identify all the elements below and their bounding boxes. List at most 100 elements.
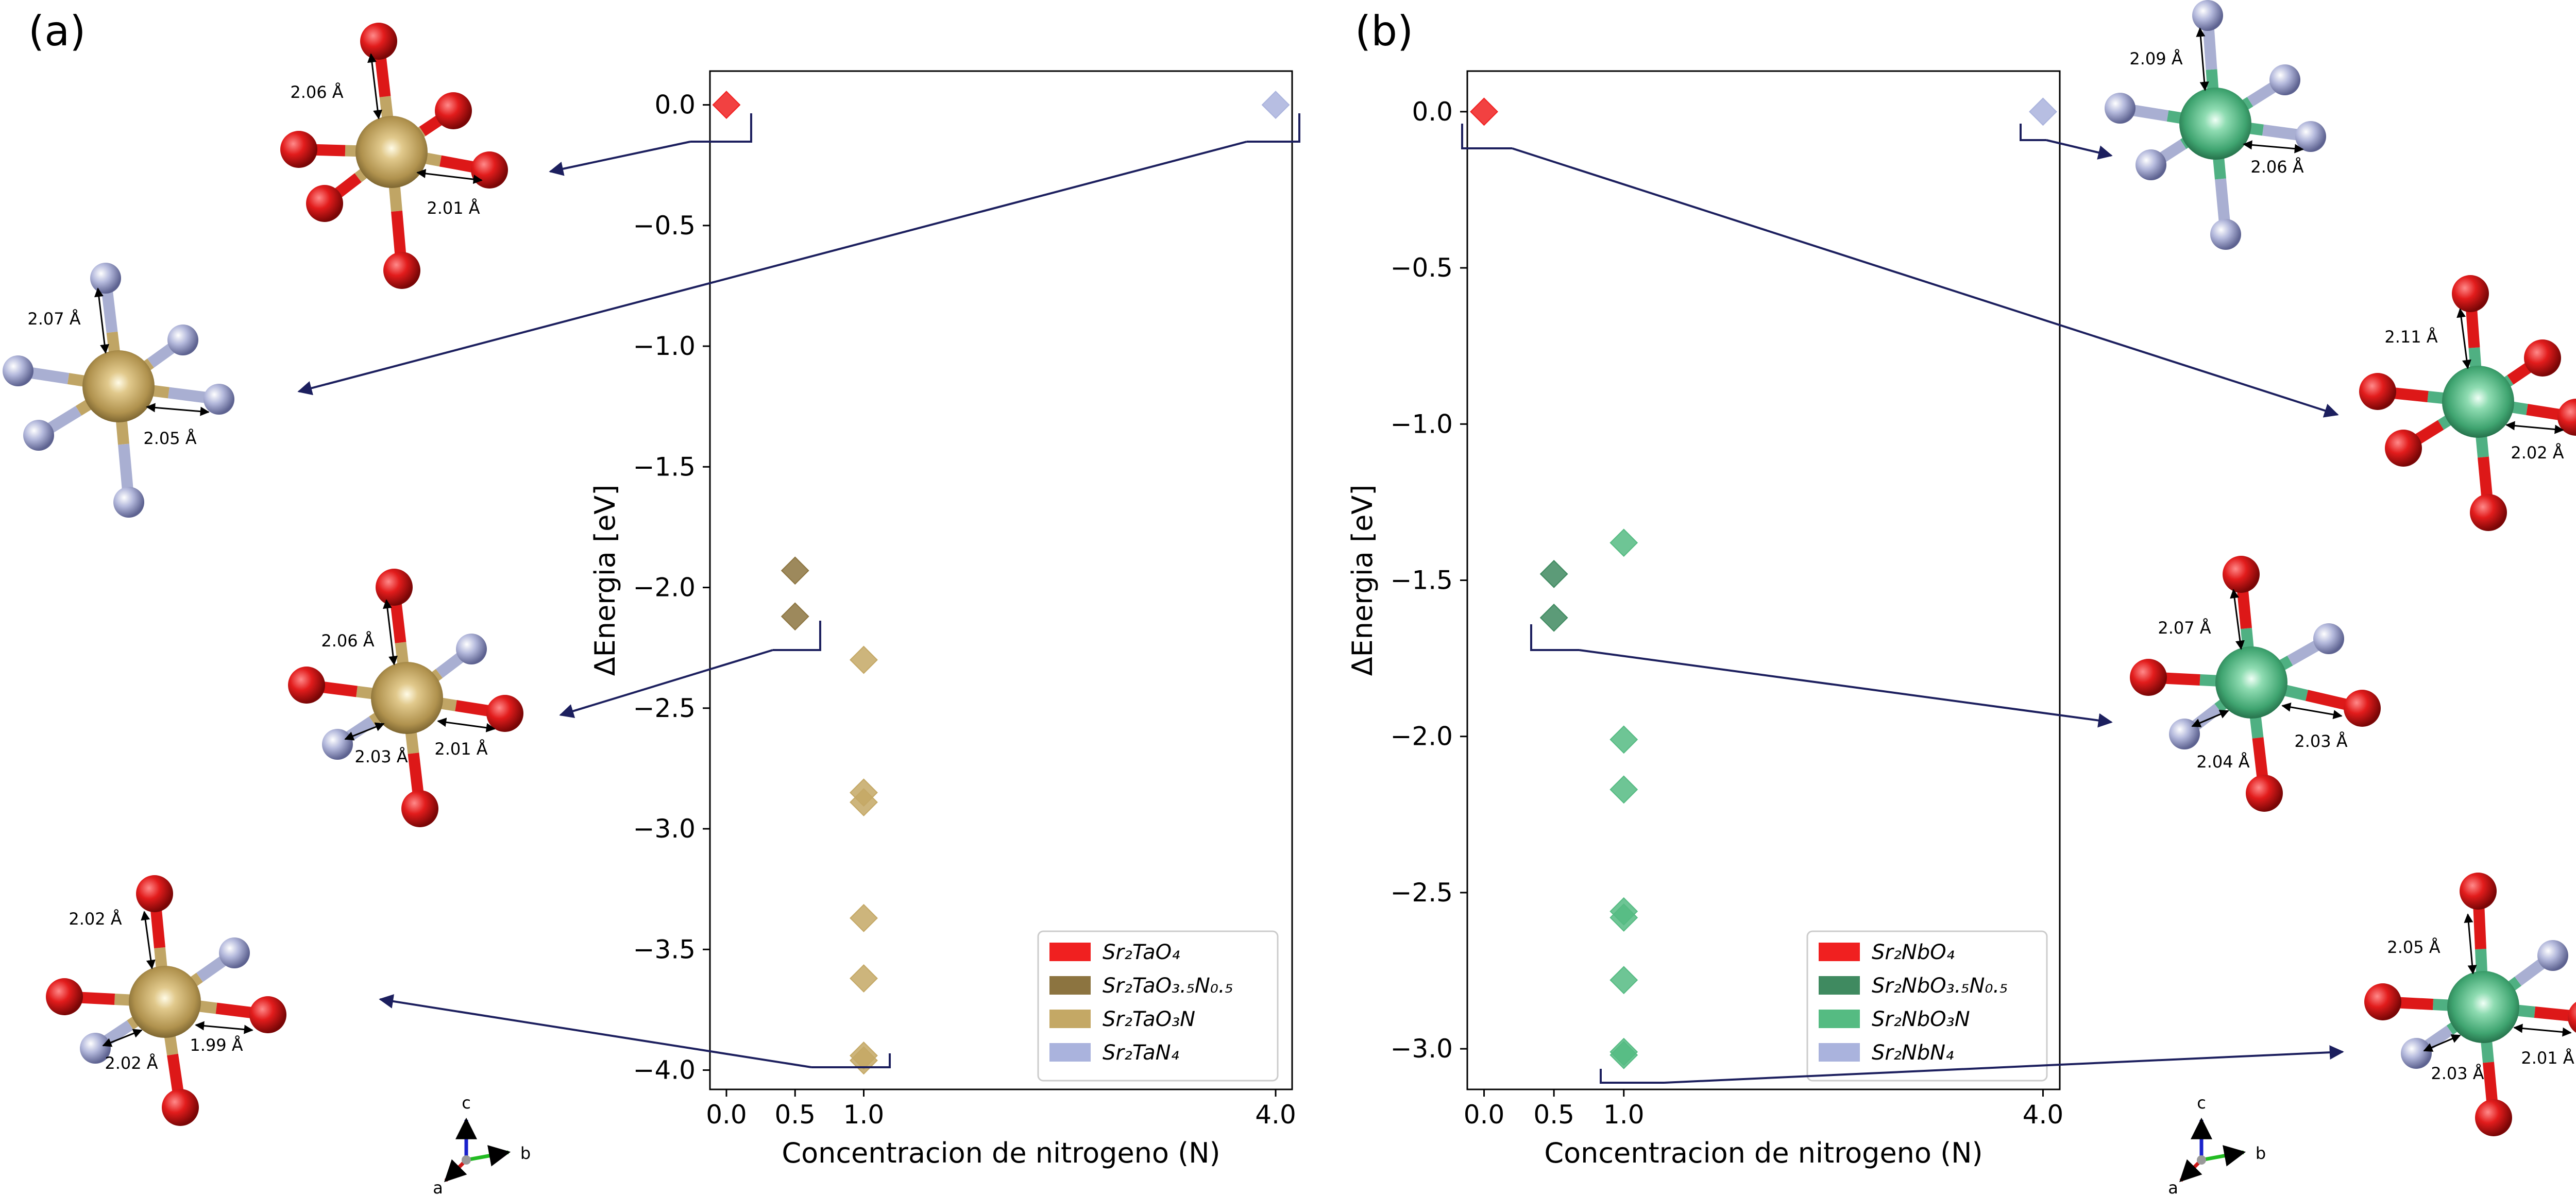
bond-distance-label: 2.01 Å xyxy=(2521,1048,2574,1068)
bond-distance-label: 2.06 Å xyxy=(290,82,343,102)
nitrogen-atom xyxy=(2136,149,2166,180)
panel-b-label: (b) xyxy=(1355,7,1413,55)
oxygen-atom xyxy=(2460,873,2497,910)
y-tick-label: 0.0 xyxy=(654,90,696,120)
bracket-a-tao3n xyxy=(811,1053,891,1068)
bond-distance-label: 2.09 Å xyxy=(2129,49,2182,69)
niobium-atom xyxy=(2442,366,2514,438)
nitrogen-atom xyxy=(2192,0,2223,31)
triad-label-b: b xyxy=(2256,1143,2266,1163)
legend-entry: Sr₂TaO₃.₅N₀.₅ xyxy=(1103,974,1233,998)
y-tick-label: −1.0 xyxy=(633,331,696,361)
plot-frame xyxy=(709,70,1293,1090)
legend-swatch xyxy=(1819,943,1860,961)
y-axis-label: ΔEnergia [eV] xyxy=(1346,485,1379,676)
bracket-a-tan4 xyxy=(1247,113,1300,143)
distance-arrow xyxy=(102,1029,143,1047)
nitrogen-atom xyxy=(167,325,198,355)
data-point xyxy=(781,556,809,585)
bracket-a-tao4 xyxy=(690,113,752,143)
legend-box xyxy=(1806,930,2048,1082)
distance-arrow xyxy=(195,1021,253,1034)
oxygen-atom xyxy=(2524,339,2561,377)
oxygen-atom xyxy=(360,23,397,60)
oxygen-atom xyxy=(376,569,413,606)
distance-arrow xyxy=(141,911,156,969)
legend-entry: Sr₂TaO₃N xyxy=(1103,1008,1195,1031)
x-tick-label: 1.0 xyxy=(1603,1100,1645,1130)
oxygen-atom xyxy=(249,996,286,1033)
molecule-sr2tan4: 2.07 Å 2.05 Å xyxy=(3,263,234,518)
bond-distance-label: 2.03 Å xyxy=(2294,731,2347,751)
bond-distance-label: 2.07 Å xyxy=(2158,618,2211,638)
legend-swatch xyxy=(1819,976,1860,995)
oxygen-atom xyxy=(2385,430,2422,467)
oxygen-atom xyxy=(136,875,173,912)
distance-arrow xyxy=(2243,140,2304,153)
nitrogen-atom xyxy=(90,263,121,294)
niobium-atom xyxy=(2215,646,2287,719)
data-point xyxy=(1539,603,1568,632)
distance-arrow xyxy=(2191,710,2229,727)
data-point xyxy=(712,91,741,120)
nitrogen-atom xyxy=(2269,64,2300,95)
bond-distance-label: 2.03 Å xyxy=(2431,1064,2484,1083)
nitrogen-atom xyxy=(204,384,234,415)
triad-label-b: b xyxy=(520,1143,531,1163)
bond-distance-label: 2.05 Å xyxy=(2387,937,2440,957)
nitrogen-atom xyxy=(219,937,250,968)
chart-panel-a: 0.0 −0.5 −1.0 −1.5 −2.0 −2.5 −3.0 −3.5 −4.0 0.0 0.… xyxy=(589,70,1296,1169)
distance-arrow xyxy=(2513,1023,2572,1037)
connector-lines-b xyxy=(1461,124,2344,1084)
legend-box xyxy=(1037,930,1279,1082)
oxygen-atom xyxy=(2452,275,2489,312)
oxygen-atom xyxy=(486,695,523,732)
distance-arrow xyxy=(94,287,110,354)
bond-distance-label: 2.03 Å xyxy=(354,747,408,766)
tantalum-atom xyxy=(355,116,428,188)
bond-distance-label: 2.06 Å xyxy=(2250,157,2303,177)
molecule-sr2nbo4: 2.11 Å 2.02 Å xyxy=(2359,275,2576,531)
oxygen-atom xyxy=(306,185,343,222)
data-point xyxy=(1609,903,1638,932)
y-tick-label: −2.0 xyxy=(1391,722,1453,752)
connector-lines-a xyxy=(297,113,1300,1068)
molecule-sr2nbo3n: 2.05 Å 2.03 Å 2.01 Å xyxy=(2364,873,2576,1136)
distance-arrow xyxy=(367,53,383,120)
x-tick-label: 1.0 xyxy=(843,1100,885,1130)
legend-swatch xyxy=(1819,1043,1860,1062)
triad-label-c: c xyxy=(2197,1093,2206,1113)
triad-label-a: a xyxy=(433,1178,443,1195)
connector-a-tao4 xyxy=(549,141,691,176)
oxygen-atom xyxy=(162,1089,199,1126)
legend-swatch xyxy=(1049,1010,1091,1028)
y-tick-label: −3.0 xyxy=(1391,1034,1453,1064)
y-tick-label: −2.0 xyxy=(633,573,696,603)
nitrogen-atom xyxy=(456,634,487,664)
y-tick-label: −0.5 xyxy=(1391,253,1453,283)
nitrogen-atom xyxy=(23,420,54,451)
data-point xyxy=(850,788,878,816)
chart-panel-b: 0.0 −0.5 −1.0 −1.5 −2.0 −2.5 −3.0 0.0 0.5 1.0 4.0 C… xyxy=(1346,70,2063,1169)
data-point xyxy=(1539,559,1568,588)
data-point xyxy=(1609,966,1638,995)
y-axis-label: ΔEnergia [eV] xyxy=(589,485,621,676)
legend-entry: Sr₂TaN₄ xyxy=(1103,1041,1179,1065)
oxygen-atom xyxy=(2470,494,2507,531)
connector-b-nbo3n xyxy=(1664,1045,2344,1084)
y-tick-label: −1.5 xyxy=(1391,566,1453,595)
x-tick-label: 4.0 xyxy=(1255,1100,1296,1130)
oxygen-atom xyxy=(2364,983,2401,1020)
oxygen-atom xyxy=(471,151,508,189)
distance-arrow xyxy=(2423,1034,2461,1052)
nitrogen-atom xyxy=(322,729,353,760)
y-tick-label: −1.0 xyxy=(1391,409,1453,439)
distance-arrow xyxy=(416,168,483,184)
bracket-b-nbo35 xyxy=(1530,624,1579,651)
data-point xyxy=(1261,91,1290,120)
oxygen-atom xyxy=(2475,1099,2512,1136)
legend: Sr₂NbO₄ Sr₂NbO₃.₅N₀.₅ Sr₂NbO₃N Sr₂NbN₄ xyxy=(1806,930,2048,1082)
data-point xyxy=(1609,725,1638,754)
distance-arrow xyxy=(2464,913,2477,975)
legend-entry: Sr₂NbO₄ xyxy=(1872,941,1955,964)
